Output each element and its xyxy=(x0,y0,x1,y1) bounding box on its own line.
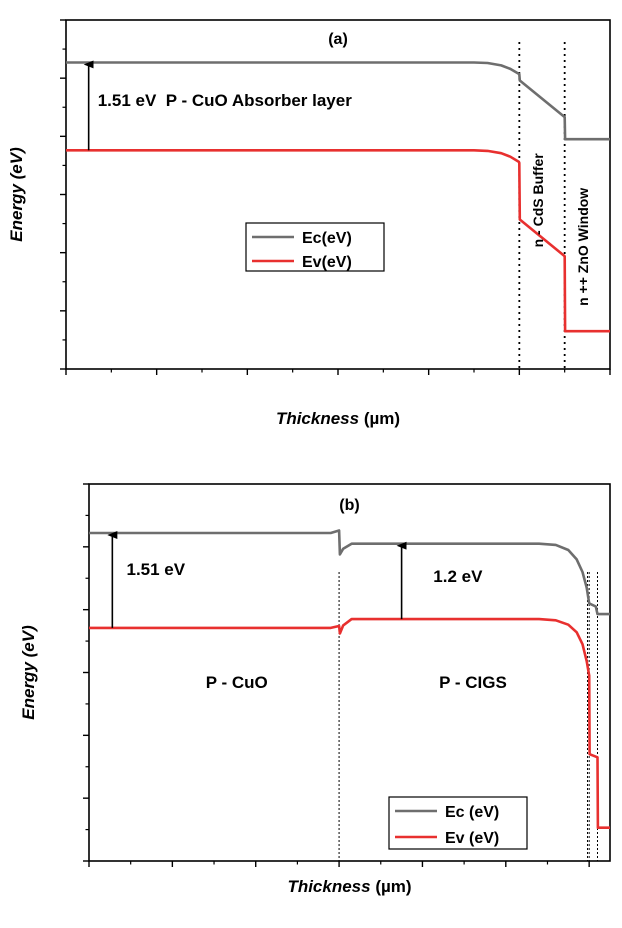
annotation-label: 1.2 eV xyxy=(433,567,483,586)
x-axis-title-unit: (µm) xyxy=(359,409,400,428)
x-axis-title-name: Thickness xyxy=(287,877,370,896)
y-axis-title: Energy (eV) xyxy=(7,147,26,242)
panel-label: (a) xyxy=(328,31,348,48)
annotation-label: n - CdS Buffer xyxy=(530,153,546,248)
plot-frame xyxy=(88,483,611,862)
series-line-ev xyxy=(66,149,610,333)
chart-panel-a: Thickness (µm) Energy (eV) (a) 1.51 eV P - C… xyxy=(7,19,611,428)
legend-label: Ev(eV) xyxy=(302,254,352,271)
legend-label: Ec(eV) xyxy=(302,230,352,247)
legend-label: Ec (eV) xyxy=(445,804,499,821)
annotation-label: n ++ ZnO Window xyxy=(575,188,591,306)
chart-panel-b: Thickness (µm) Energy (eV) (b) 1.51 eV 1.2 e… xyxy=(19,483,611,896)
legend-box xyxy=(388,796,528,850)
plot-frame xyxy=(65,19,611,370)
annotation-label: 1.51 eV xyxy=(127,560,186,579)
annotation-label: P - CuO Absorber layer xyxy=(166,91,352,110)
x-axis-title-name: Thickness xyxy=(276,409,359,428)
x-axis-title: Thickness (µm) xyxy=(287,877,411,896)
series-line-ec xyxy=(89,529,610,616)
panel-label: (b) xyxy=(339,497,359,514)
legend-label: Ev (eV) xyxy=(445,830,499,847)
series-line-ev xyxy=(89,617,610,829)
x-axis-title: Thickness (µm) xyxy=(276,409,400,428)
legend-box xyxy=(245,222,385,272)
y-axis-title: Energy (eV) xyxy=(19,625,38,720)
series-line-ec xyxy=(66,61,610,141)
x-axis-title-unit: (µm) xyxy=(371,877,412,896)
annotation-label: 1.51 eV xyxy=(98,91,157,110)
annotation-label: P - CuO xyxy=(206,673,268,692)
annotation-label: P - CIGS xyxy=(439,673,507,692)
